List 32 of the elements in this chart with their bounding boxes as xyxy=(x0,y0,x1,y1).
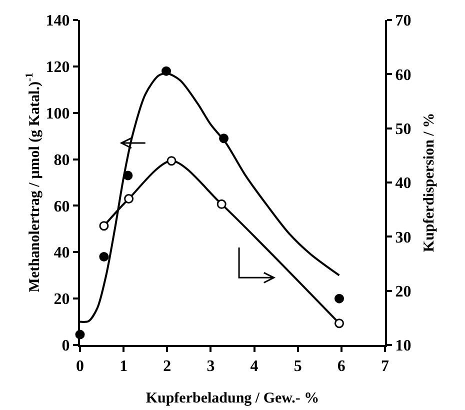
y2-tick-label: 50 xyxy=(395,120,412,138)
point xyxy=(334,294,344,304)
y-tick-label: 120 xyxy=(46,59,70,76)
y2-axis-title: Kupferdispersion / % xyxy=(422,112,438,252)
y-tick-label: 100 xyxy=(46,105,70,122)
x-tick-label: 3 xyxy=(206,358,215,376)
y-tick-label: 20 xyxy=(54,291,70,308)
y-tick-label: 60 xyxy=(54,198,70,216)
y2-tick-label: 10 xyxy=(395,338,412,355)
y2-tick-label: 40 xyxy=(395,175,412,192)
y2-tick-label: 20 xyxy=(395,283,412,300)
point xyxy=(124,194,134,204)
x-tick-label: 6 xyxy=(337,358,346,376)
point xyxy=(99,221,109,231)
y-tick-label: 40 xyxy=(54,244,70,262)
point xyxy=(216,199,226,209)
y-tick-label: 0 xyxy=(62,338,70,355)
x-axis-title: Kupferbeladung / Gew.- % xyxy=(146,390,320,407)
x-tick-label: 0 xyxy=(76,358,84,376)
y-tick-label: 80 xyxy=(54,152,70,169)
x-tick-label: 2 xyxy=(163,358,172,376)
y-tick-label: 140 xyxy=(46,12,70,30)
point xyxy=(166,156,176,166)
y2-tick-label: 60 xyxy=(395,66,412,84)
x-tick-label: 5 xyxy=(294,358,302,376)
y2-tick-label: 30 xyxy=(395,229,412,246)
point xyxy=(99,252,109,262)
x-tick-label: 4 xyxy=(250,358,258,376)
y2-tick-label: 70 xyxy=(395,12,412,30)
x-tick-label: 7 xyxy=(381,358,389,376)
point xyxy=(334,318,344,328)
x-tick-label: 1 xyxy=(120,358,128,376)
